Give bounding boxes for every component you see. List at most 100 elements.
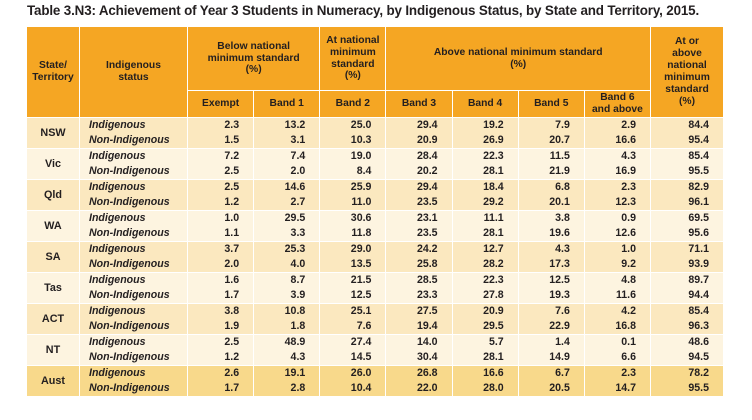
table-row: NT Indigenous 2.5 48.9 27.4 14.0 5.7 1.4 0.1 48.6: [27, 334, 723, 366]
cell-value: 26.9: [452, 133, 519, 149]
header-below-line1: Below national: [217, 40, 290, 52]
cell-value: 3.3: [253, 226, 321, 242]
cell-state-territory: Aust: [27, 365, 80, 396]
cell-value: 23.5: [385, 226, 453, 242]
header-ator-line2: above: [672, 48, 702, 60]
cell-value: 1.7: [187, 381, 255, 396]
cell-value: 7.2: [187, 148, 255, 164]
cell-value: 3.9: [253, 288, 321, 304]
cell-value: 22.3: [452, 148, 519, 164]
cell-value: 14.5: [319, 350, 387, 366]
header-status-line1: Indigenous: [106, 60, 161, 72]
cell-value: 4.3: [518, 241, 585, 257]
header-band-3: Band 3: [385, 90, 453, 118]
cell-value: 2.3: [584, 179, 652, 195]
cell-value: 28.1: [452, 350, 519, 366]
cell-value: 12.6: [584, 226, 652, 242]
cell-value: 2.0: [253, 164, 321, 180]
cell-value: 96.3: [650, 319, 723, 335]
cell-value: 4.3: [253, 350, 321, 366]
cell-value: 25.9: [319, 179, 387, 195]
cell-value: 13.5: [319, 257, 387, 273]
table-row: Non-Indigenous 1.2 4.3 14.5 30.4 28.1 14.9 6.6 9…: [27, 350, 723, 366]
cell-value: 29.2: [452, 195, 519, 211]
cell-state-territory: NT: [27, 334, 80, 366]
cell-indigenous-status: Non-Indigenous: [79, 133, 188, 149]
cell-value: 4.3: [584, 148, 652, 164]
cell-value: 14.7: [584, 381, 652, 396]
cell-value: 4.8: [584, 272, 652, 288]
header-below-national-minimum-standard: Below national minimum standard (%): [187, 27, 321, 91]
cell-state-territory: Vic: [27, 148, 80, 180]
header-band6-line2: and above: [591, 104, 643, 115]
cell-value: 2.9: [584, 117, 652, 133]
header-ator-line6: (%): [678, 95, 695, 107]
cell-value: 3.7: [187, 241, 255, 257]
cell-value: 2.3: [187, 117, 255, 133]
cell-value: 95.4: [650, 133, 723, 149]
table-row: Non-Indigenous 1.2 2.7 11.0 23.5 29.2 20.1 12.3…: [27, 195, 723, 211]
cell-value: 1.2: [187, 350, 255, 366]
cell-value: 21.5: [319, 272, 387, 288]
cell-value: 95.5: [650, 381, 723, 396]
cell-value: 11.0: [319, 195, 387, 211]
cell-value: 22.3: [452, 272, 519, 288]
cell-state-territory: Qld: [27, 179, 80, 211]
cell-value: 14.6: [253, 179, 321, 195]
cell-value: 85.4: [650, 148, 723, 164]
cell-value: 7.9: [518, 117, 585, 133]
cell-indigenous-status: Indigenous: [79, 210, 188, 226]
cell-value: 0.1: [584, 334, 652, 350]
table-row: Non-Indigenous 1.7 2.8 10.4 22.0 28.0 20.5 14.7…: [27, 381, 723, 396]
cell-value: 20.2: [385, 164, 453, 180]
cell-value: 2.3: [584, 365, 652, 381]
header-at-national-minimum-standard: At national minimum standard (%): [319, 27, 387, 91]
cell-value: 12.5: [319, 288, 387, 304]
cell-value: 1.0: [187, 210, 255, 226]
cell-value: 69.5: [650, 210, 723, 226]
cell-value: 30.6: [319, 210, 387, 226]
cell-value: 2.5: [187, 164, 255, 180]
cell-value: 25.1: [319, 303, 387, 319]
header-band-1: Band 1: [253, 90, 321, 118]
cell-value: 11.1: [452, 210, 519, 226]
cell-indigenous-status: Non-Indigenous: [79, 319, 188, 335]
cell-value: 3.8: [518, 210, 585, 226]
cell-value: 19.4: [385, 319, 453, 335]
header-above-line2: (%): [510, 58, 527, 70]
cell-indigenous-status: Non-Indigenous: [79, 226, 188, 242]
cell-value: 27.5: [385, 303, 453, 319]
table-body: NSW Indigenous 2.3 13.2 25.0 29.4 19.2 7.9 2.9 84…: [27, 117, 723, 396]
cell-value: 2.5: [187, 179, 255, 195]
cell-value: 22.0: [385, 381, 453, 396]
cell-value: 28.2: [452, 257, 519, 273]
cell-value: 8.7: [253, 272, 321, 288]
cell-value: 10.3: [319, 133, 387, 149]
cell-value: 95.5: [650, 164, 723, 180]
header-below-line3: (%): [245, 64, 262, 76]
cell-value: 6.6: [584, 350, 652, 366]
cell-value: 2.5: [187, 334, 255, 350]
cell-value: 23.5: [385, 195, 453, 211]
cell-indigenous-status: Indigenous: [79, 148, 188, 164]
table-row: Vic Indigenous 7.2 7.4 19.0 28.4 22.3 11.5 4.3 85…: [27, 148, 723, 180]
cell-value: 6.8: [518, 179, 585, 195]
cell-value: 1.7: [187, 288, 255, 304]
table-row: Non-Indigenous 2.5 2.0 8.4 20.2 28.1 21.9 16.9 9…: [27, 164, 723, 180]
cell-value: 20.7: [518, 133, 585, 149]
cell-value: 4.2: [584, 303, 652, 319]
header-state-line1: State/: [38, 60, 68, 72]
cell-value: 8.4: [319, 164, 387, 180]
header-row-group: State/ Territory Indigenous status Below…: [27, 27, 723, 118]
cell-value: 94.5: [650, 350, 723, 366]
header-at-line4: (%): [344, 70, 361, 82]
cell-value: 28.1: [452, 226, 519, 242]
cell-value: 27.8: [452, 288, 519, 304]
cell-value: 27.4: [319, 334, 387, 350]
header-band-exempt: Exempt: [187, 90, 255, 118]
table-row: Non-Indigenous 1.5 3.1 10.3 20.9 26.9 20.7 16.6…: [27, 133, 723, 149]
cell-value: 10.4: [319, 381, 387, 396]
cell-value: 48.6: [650, 334, 723, 350]
cell-value: 1.9: [187, 319, 255, 335]
